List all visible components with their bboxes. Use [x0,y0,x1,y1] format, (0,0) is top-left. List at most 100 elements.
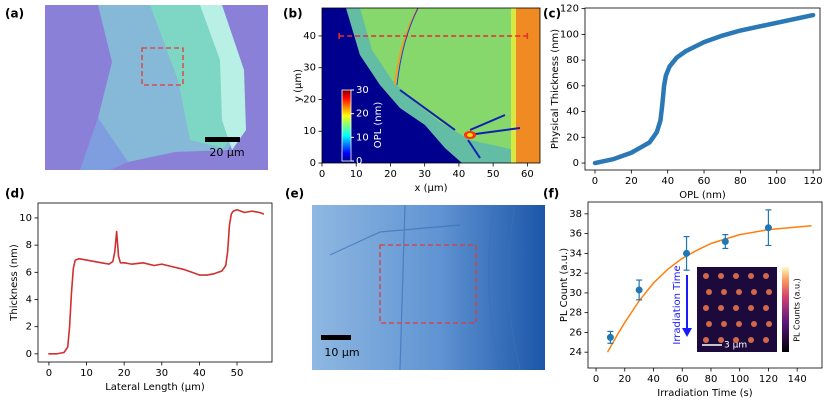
y-tick-label: 100 [560,29,579,40]
x-tick-label: 20 [384,169,397,180]
data-point [764,224,772,232]
inset-spot [748,337,754,343]
x-tick-label: 40 [193,368,206,379]
micrograph-a [45,5,268,170]
y-tick-label: 40 [303,31,316,42]
x-tick-label: 20 [618,374,631,385]
inset-colorbar-label: PL Counts (a.u.) [793,278,802,342]
x-axis-label: Irradiation Time (s) [657,388,752,399]
panel-label: (c) [543,7,561,21]
y-tick-label: 38 [569,209,582,220]
x-tick-label: 30 [155,368,168,379]
plot-frame [37,202,273,363]
inset-spot [736,321,742,327]
x-tick-label: 60 [676,374,689,385]
inset-spot [721,321,727,327]
y-axis-label: y (µm) [293,69,304,102]
inset-spot [751,289,757,295]
data-point [635,286,643,294]
inset-spot [706,289,712,295]
colorbar-tick-label: 30 [356,85,369,96]
plot-frame [321,7,541,164]
x-tick-label: 140 [788,374,807,385]
y-axis-label: Physical Thickness (nm) [550,29,561,149]
inset-spot [733,305,739,311]
inset-spot [763,337,769,343]
inset-spot [748,273,754,279]
y-tick-label: 20 [303,94,316,105]
x-tick-label: 0 [46,368,52,379]
panel-label: (b) [283,7,303,21]
y-tick-label: 0 [26,349,32,360]
x-tick-label: 40 [647,374,660,385]
y-tick-label: 80 [566,55,579,66]
x-tick-label: 100 [730,374,749,385]
inset-spot [766,321,772,327]
inset-spot [733,337,739,343]
inset-spot [718,305,724,311]
opl-map [322,8,540,163]
y-tick-label: 120 [560,4,579,15]
data-point [721,238,729,246]
scale-bar-label: 20 µm [209,146,244,159]
y-tick-label: 28 [569,308,582,319]
x-axis-label: Lateral Length (µm) [105,382,205,393]
y-tick-label: 34 [569,248,582,259]
inset-arrow-label: Irradiation Time [672,265,683,344]
y-tick-label: 32 [569,268,582,279]
inset-spot [703,337,709,343]
inset-spot [703,305,709,311]
inset-spot [703,273,709,279]
y-axis-label: PL Count (a.u.) [559,248,570,322]
x-tick-label: 20 [118,368,131,379]
panel-label: (d) [5,187,25,201]
y-tick-label: 30 [303,63,316,74]
data-line [592,12,816,166]
inset-spot [733,273,739,279]
data-line [48,208,265,355]
colorbar-tick-label: 0 [356,156,362,167]
x-tick-label: 40 [661,176,674,187]
plot-frame [584,7,821,171]
inset-spot [706,321,712,327]
x-tick-label: 30 [418,169,431,180]
inset-spot [763,273,769,279]
inset-spot [736,289,742,295]
x-tick-label: 0 [319,169,325,180]
y-tick-label: 20 [566,132,579,143]
y-tick-label: 10 [303,126,316,137]
data-point [606,333,614,341]
inset-spot [721,289,727,295]
fit-line [606,224,812,353]
y-tick-label: 26 [569,327,582,338]
y-tick-label: 0 [310,158,316,169]
inset-spot [766,289,772,295]
y-tick-label: 2 [26,322,32,333]
inset-spot [718,337,724,343]
x-tick-label: 120 [759,374,778,385]
inset-spot [718,273,724,279]
y-tick-label: 60 [566,81,579,92]
x-tick-label: 20 [625,176,638,187]
panel-label: (a) [5,7,24,21]
x-tick-label: 50 [231,368,244,379]
x-tick-label: 120 [804,176,823,187]
panel-label: (f) [543,187,559,201]
inset-spot [763,305,769,311]
y-tick-label: 8 [26,240,32,251]
x-tick-label: 80 [734,176,747,187]
inset-scale-label: 3 µm [724,341,747,351]
x-tick-label: 100 [767,176,786,187]
y-tick-label: 36 [569,229,582,240]
x-tick-label: 50 [487,169,500,180]
colorbar-label: OPL (nm) [373,102,384,149]
inset-spot [751,321,757,327]
plot-frame [587,201,823,369]
x-tick-label: 60 [698,176,711,187]
y-tick-label: 6 [26,267,32,278]
y-tick-label: 40 [566,107,579,118]
x-tick-label: 80 [705,374,718,385]
colorbar-tick-label: 10 [356,132,369,143]
x-tick-label: 60 [521,169,534,180]
